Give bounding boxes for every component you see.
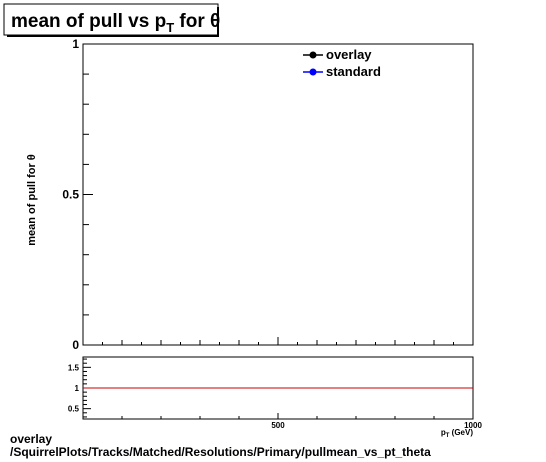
legend: overlay standard [303, 47, 381, 79]
legend-overlay-marker [309, 51, 317, 59]
ratio-x-tick-label: 500 [271, 421, 285, 430]
ratio-axis-ticks [82, 358, 474, 419]
ratio-x-tick-labels: 500 1000 [271, 421, 482, 430]
main-y-tick-labels: 00.51 [62, 37, 79, 352]
ratio-y-tick-label: 0.5 [68, 405, 80, 414]
legend-standard-label: standard [326, 64, 381, 79]
title-subscript: T [166, 20, 174, 35]
y-tick-label: 1 [72, 37, 79, 51]
ratio-y-tick-label: 1 [75, 384, 80, 393]
footer-line2: /SquirrelPlots/Tracks/Matched/Resolution… [10, 445, 431, 459]
title-box: mean of pull vs pT for θ [3, 3, 220, 37]
y-axis-label: mean of pull for θ [26, 154, 38, 246]
title-main: mean of pull vs p [11, 11, 166, 32]
title-tail: for θ [174, 11, 220, 32]
footer-line1: overlay [10, 432, 53, 446]
main-axis-ticks [82, 43, 474, 346]
main-plot-frame [82, 43, 474, 346]
legend-standard-marker [309, 68, 317, 76]
y-tick-label: 0 [72, 338, 79, 352]
x-axis-label: pT (GeV) [441, 428, 473, 439]
legend-overlay-label: overlay [326, 47, 372, 62]
y-tick-label: 0.5 [62, 188, 79, 202]
svg-text:mean of pull vs pT for θ: mean of pull vs pT for θ [11, 11, 220, 35]
ratio-y-tick-label: 1.5 [68, 363, 80, 372]
ratio-y-tick-labels: 0.5 1 1.5 [68, 363, 80, 413]
ratio-x-tick-label: 1000 [464, 421, 482, 430]
